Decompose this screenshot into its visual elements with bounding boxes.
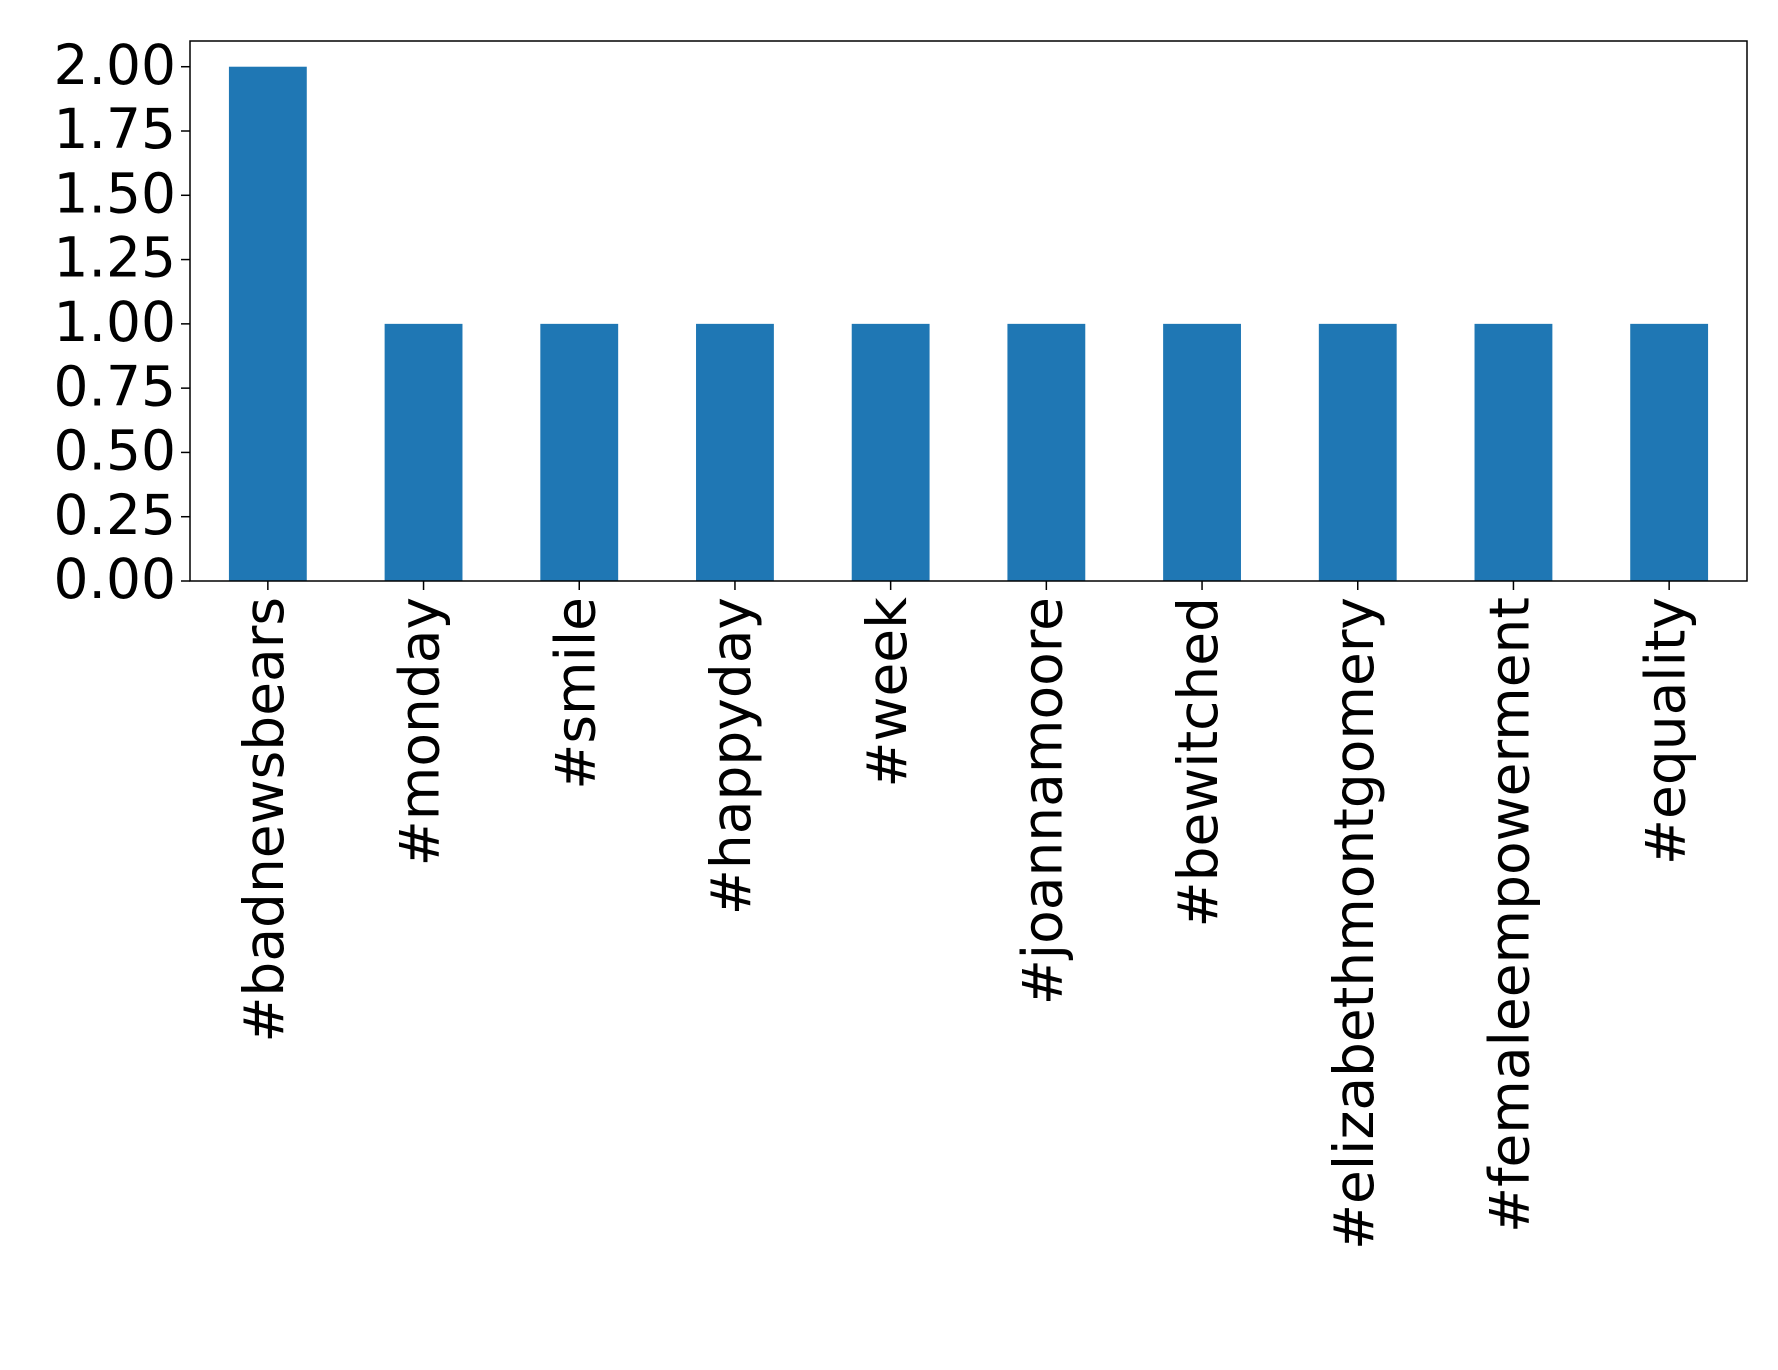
bar xyxy=(1474,323,1553,581)
y-tick-label: 0.75 xyxy=(54,354,176,418)
x-tick-label: #monday xyxy=(388,597,452,866)
bar xyxy=(384,323,463,581)
y-tick-label: 2.00 xyxy=(54,33,176,97)
y-tick-label: 0.00 xyxy=(54,547,176,611)
x-tick-label: #elizabethmontgomery xyxy=(1322,597,1386,1250)
x-tick-label: #badnewsbears xyxy=(232,597,296,1043)
bar xyxy=(1630,323,1709,581)
plot-frame xyxy=(189,40,1748,582)
bar xyxy=(1318,323,1397,581)
x-tick-label: #joannamoore xyxy=(1010,597,1074,1005)
x-tick-label: #smile xyxy=(543,597,607,790)
x-tick-label: #bewitched xyxy=(1166,597,1230,928)
y-tick-label: 1.50 xyxy=(54,161,176,225)
y-tick-label: 0.50 xyxy=(54,419,176,483)
x-tick-label: #happyday xyxy=(699,597,763,915)
x-tick-label: #equality xyxy=(1633,597,1697,865)
y-tick-label: 1.25 xyxy=(54,226,176,290)
bar xyxy=(696,323,774,581)
x-tick-label: #femaleempowerment xyxy=(1478,597,1542,1233)
y-tick-label: 1.75 xyxy=(54,97,176,161)
bar xyxy=(540,323,619,581)
bar xyxy=(1007,323,1086,581)
bar xyxy=(851,323,930,581)
y-tick-label: 1.00 xyxy=(54,290,176,354)
bar xyxy=(1163,323,1241,581)
bar xyxy=(228,66,307,581)
x-tick-label: #week xyxy=(855,597,919,788)
y-tick-label: 0.25 xyxy=(54,483,176,547)
